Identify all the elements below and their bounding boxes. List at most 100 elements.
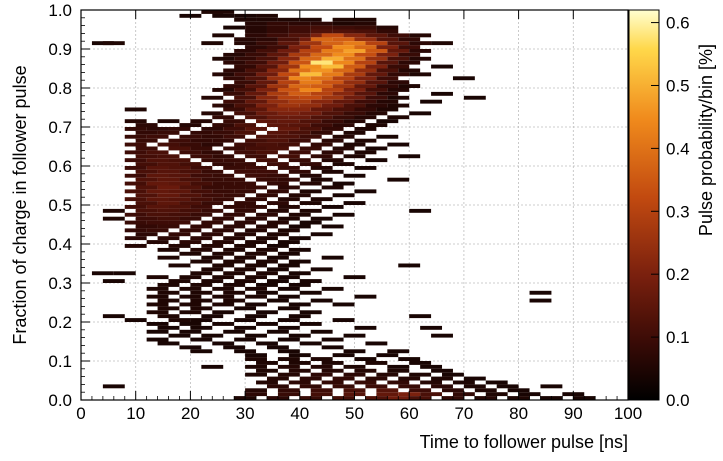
heatmap-cell <box>431 91 453 96</box>
heatmap-cell <box>266 279 289 283</box>
heatmap-cell <box>376 134 399 139</box>
heatmap-cell <box>288 259 311 264</box>
heatmap-cell <box>212 123 235 127</box>
heatmap-cell <box>398 52 421 57</box>
heatmap-cell <box>223 283 246 287</box>
heatmap-cell <box>398 60 421 65</box>
heatmap-cell <box>310 298 333 303</box>
heatmap-cell <box>321 138 344 143</box>
heatmap-cell <box>343 33 366 38</box>
heatmap-cell <box>190 154 213 159</box>
heatmap-cell <box>146 240 169 244</box>
heatmap-cell <box>223 247 246 252</box>
heatmap-cell <box>168 232 191 237</box>
heatmap-cell <box>376 353 399 358</box>
heatmap-cell <box>256 17 278 22</box>
heatmap-cell <box>234 255 257 260</box>
heatmap-cell <box>146 189 169 194</box>
heatmap-cell <box>190 283 213 287</box>
heatmap-cell <box>168 318 191 322</box>
heatmap-cell <box>354 52 377 57</box>
heatmap-cell <box>288 84 311 88</box>
heatmap-cell <box>256 193 278 198</box>
heatmap-cell <box>266 162 289 166</box>
heatmap-cell <box>266 181 289 186</box>
heatmap-cell <box>201 127 224 131</box>
heatmap-cell <box>212 130 235 135</box>
heatmap-cell <box>234 306 257 311</box>
heatmap-cell <box>245 33 267 38</box>
heatmap-cell <box>256 134 278 139</box>
heatmap-cell <box>398 384 421 389</box>
heatmap-cell <box>288 353 311 358</box>
heatmap-cell <box>146 197 169 202</box>
y-tick-label: 1.0 <box>48 1 72 20</box>
heatmap-cell <box>398 84 421 88</box>
heatmap-cell <box>485 392 508 397</box>
heatmap-cell <box>343 372 366 377</box>
heatmap-cell <box>201 255 224 260</box>
heatmap-cell <box>354 115 377 120</box>
heatmap-cell <box>245 115 267 120</box>
heatmap-cell <box>387 33 410 38</box>
heatmap-cell <box>354 166 377 170</box>
heatmap-cell <box>343 88 366 92</box>
heatmap-cell <box>299 64 322 69</box>
heatmap-cell <box>212 13 235 18</box>
heatmap-cell <box>398 68 421 73</box>
heatmap-cell <box>212 154 235 159</box>
heatmap-cell <box>223 99 246 104</box>
heatmap-cell <box>179 345 202 350</box>
heatmap-cell <box>529 290 552 295</box>
heatmap-cell <box>212 322 235 326</box>
heatmap-cell <box>321 169 344 174</box>
x-tick-label: 0 <box>76 404 85 423</box>
heatmap-cell <box>310 232 333 237</box>
heatmap-cell <box>179 142 202 147</box>
heatmap-cell <box>310 329 333 334</box>
heatmap-cell <box>288 150 311 155</box>
heatmap-cell <box>343 103 366 108</box>
heatmap-cell <box>179 251 202 256</box>
heatmap-cell <box>256 103 278 108</box>
heatmap-cell <box>146 322 169 326</box>
heatmap-cell <box>365 158 388 163</box>
heatmap-cell <box>223 52 246 57</box>
heatmap-cell <box>223 127 246 131</box>
heatmap-cell <box>245 52 267 57</box>
heatmap-cell <box>343 333 366 338</box>
heatmap-cell <box>332 134 355 139</box>
heatmap-cell <box>321 205 344 209</box>
heatmap-cell <box>190 247 213 252</box>
heatmap-cell <box>310 357 333 361</box>
heatmap-cell <box>365 41 388 46</box>
heatmap-cell <box>201 41 224 46</box>
heatmap-cell <box>223 158 246 163</box>
heatmap-cell <box>190 306 213 311</box>
heatmap-cell <box>387 368 410 373</box>
heatmap-cell <box>223 298 246 303</box>
heatmap-cell <box>256 41 278 46</box>
heatmap-cell <box>256 80 278 85</box>
heatmap-cell <box>398 154 421 159</box>
x-tick-label: 40 <box>290 404 309 423</box>
heatmap-cell <box>387 80 410 85</box>
heatmap-cell <box>277 275 300 280</box>
heatmap-cell <box>223 236 246 241</box>
heatmap-cell <box>168 189 191 194</box>
heatmap-cell <box>179 275 202 280</box>
heatmap-cell <box>376 52 399 57</box>
heatmap-cell <box>321 95 344 100</box>
heatmap-cell <box>299 162 322 166</box>
colorbar-tick-label: 0.6 <box>666 14 690 33</box>
heatmap-cell <box>102 384 125 389</box>
heatmap-cell <box>266 76 289 81</box>
heatmap-cell <box>223 177 246 182</box>
heatmap-cell <box>288 212 311 217</box>
heatmap-cell <box>365 341 388 346</box>
heatmap-cell <box>365 72 388 77</box>
heatmap-cell <box>157 306 180 311</box>
heatmap-cell <box>135 185 158 190</box>
heatmap-cell <box>310 60 333 65</box>
